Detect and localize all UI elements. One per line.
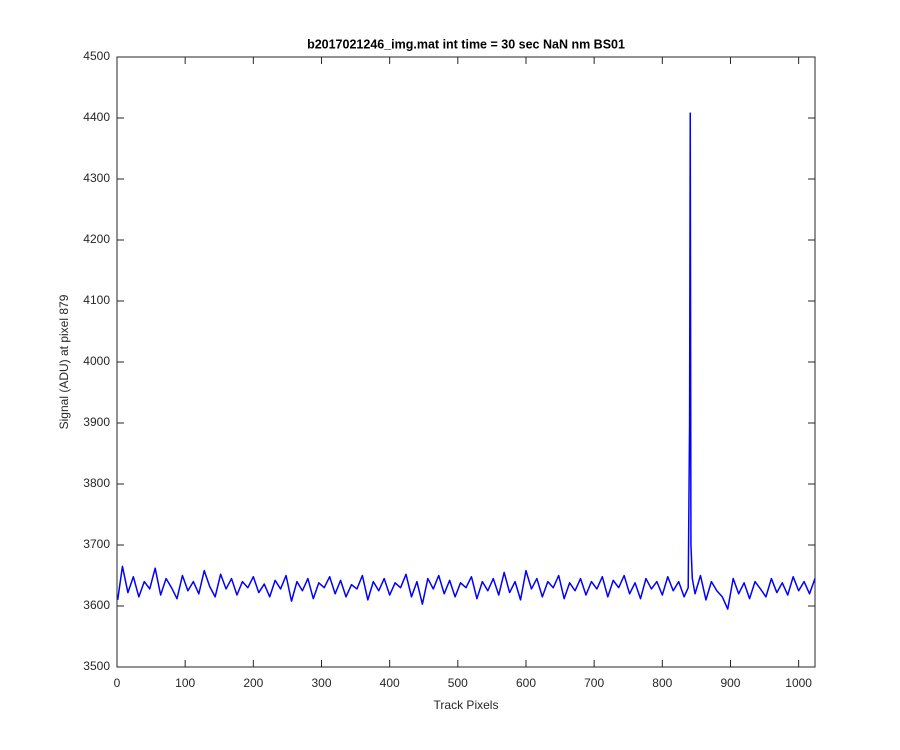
y-tick-label: 4300 <box>83 171 110 185</box>
chart-title: b2017021246_img.mat int time = 30 sec Na… <box>307 37 625 51</box>
x-tick-label: 600 <box>516 676 536 690</box>
y-tick-label: 4500 <box>83 49 110 63</box>
x-tick-label: 100 <box>175 676 195 690</box>
x-tick-label: 200 <box>243 676 263 690</box>
y-tick-label: 3900 <box>83 415 110 429</box>
x-tick-label: 900 <box>720 676 740 690</box>
x-tick-label: 0 <box>114 676 121 690</box>
y-axis-label: Signal (ADU) at pixel 879 <box>57 294 71 429</box>
x-tick-label: 500 <box>448 676 468 690</box>
x-tick-label: 1000 <box>785 676 812 690</box>
x-tick-label: 400 <box>380 676 400 690</box>
y-tick-label: 3600 <box>83 598 110 612</box>
x-tick-label: 300 <box>311 676 331 690</box>
y-tick-label: 3700 <box>83 537 110 551</box>
y-tick-label: 4100 <box>83 293 110 307</box>
x-tick-label: 800 <box>652 676 672 690</box>
x-tick-label: 700 <box>584 676 604 690</box>
y-tick-label: 4400 <box>83 110 110 124</box>
y-tick-label: 4000 <box>83 354 110 368</box>
y-tick-label: 3500 <box>83 659 110 673</box>
y-tick-label: 4200 <box>83 232 110 246</box>
x-axis-label: Track Pixels <box>434 698 499 712</box>
y-tick-label: 3800 <box>83 476 110 490</box>
data-line <box>116 112 816 610</box>
